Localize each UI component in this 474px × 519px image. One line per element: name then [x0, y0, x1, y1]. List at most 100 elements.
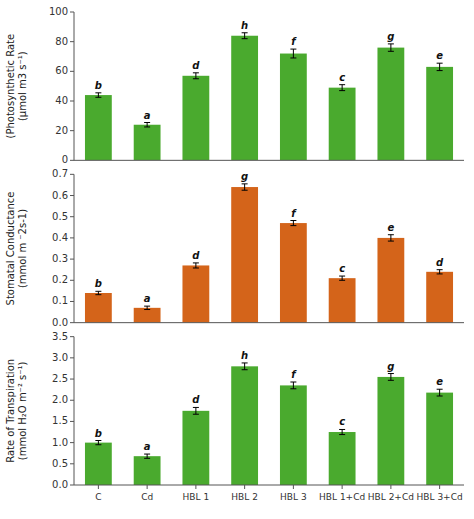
bar	[182, 265, 209, 322]
error-stem	[244, 184, 245, 190]
error-stem	[390, 44, 391, 51]
bar	[134, 125, 161, 161]
bar	[280, 385, 307, 485]
error-cap	[242, 38, 248, 39]
error-stem	[293, 221, 294, 226]
error-bar	[388, 44, 394, 51]
y-axis-label-line: Rate of Transpiration	[5, 359, 16, 463]
error-cap	[437, 389, 443, 390]
x-tick-label: HBL 1	[183, 492, 210, 502]
x-tick-label: HBL 3	[280, 492, 307, 502]
error-cap	[437, 396, 443, 397]
error-stem	[98, 441, 99, 445]
error-bar	[437, 389, 443, 396]
error-cap	[144, 454, 150, 455]
bar	[426, 393, 453, 485]
x-tick-label: HBL 2	[231, 492, 258, 502]
error-cap	[144, 306, 150, 307]
y-tick	[70, 322, 74, 323]
bar	[329, 88, 356, 161]
y-tick	[70, 400, 74, 401]
bar	[426, 272, 453, 323]
error-bar	[95, 441, 101, 445]
x-tick	[147, 485, 148, 489]
annotation: e	[436, 376, 443, 387]
annotation: d	[192, 250, 200, 261]
panel: 0.00.10.20.30.40.50.60.7Stomatal Conduct…	[5, 168, 464, 327]
error-stem	[98, 291, 99, 294]
error-cap	[339, 280, 345, 281]
y-tick-label: 0	[62, 154, 68, 165]
error-cap	[95, 97, 101, 98]
annotation: b	[95, 80, 102, 91]
error-cap	[193, 262, 199, 263]
y-tick	[70, 216, 74, 217]
error-stem	[98, 93, 99, 97]
y-tick-label: 0.5	[52, 211, 68, 222]
y-axis-label-line: Stomatal Conductance	[5, 192, 16, 306]
y-axis	[74, 174, 75, 322]
error-cap	[290, 57, 296, 58]
bar	[329, 278, 356, 323]
error-bar	[193, 263, 199, 268]
error-bar	[193, 407, 199, 414]
error-bar	[388, 374, 394, 381]
x-tick	[293, 485, 294, 489]
error-cap	[339, 276, 345, 277]
error-cap	[339, 434, 345, 435]
error-cap	[388, 241, 394, 242]
y-tick-label: 0.0	[52, 479, 68, 490]
error-cap	[388, 234, 394, 235]
y-tick-label: 60	[55, 65, 68, 76]
annotation: b	[95, 278, 102, 289]
annotation: c	[339, 416, 345, 427]
y-tick	[70, 130, 74, 131]
marks	[85, 184, 453, 323]
error-cap	[193, 414, 199, 415]
x-axis	[74, 322, 464, 323]
error-cap	[193, 267, 199, 268]
bar	[85, 443, 112, 485]
bar	[377, 48, 404, 161]
y-tick-label: 1.5	[52, 415, 68, 426]
error-cap	[144, 458, 150, 459]
error-cap	[339, 84, 345, 85]
y-tick	[70, 442, 74, 443]
error-stem	[439, 63, 440, 70]
y-tick	[70, 259, 74, 260]
x-tick	[342, 485, 343, 489]
y-tick	[70, 41, 74, 42]
x-axis	[74, 160, 464, 161]
error-bar	[95, 93, 101, 97]
error-bar	[339, 429, 345, 434]
error-bar	[242, 33, 248, 39]
error-stem	[293, 49, 294, 58]
y-axis-label-line: (mmol m ⁻2s-1)	[17, 209, 28, 288]
error-stem	[244, 33, 245, 39]
annotation: a	[144, 110, 151, 121]
error-stem	[390, 374, 391, 381]
annotation: h	[241, 20, 248, 31]
error-bar	[144, 306, 150, 309]
bar	[280, 54, 307, 161]
y-tick-label: 0.1	[52, 295, 68, 306]
error-cap	[193, 78, 199, 79]
annotation: g	[241, 171, 248, 182]
error-bar	[144, 454, 150, 458]
error-cap	[193, 407, 199, 408]
y-axis	[74, 337, 75, 485]
annotation: d	[192, 60, 200, 71]
bar	[182, 76, 209, 161]
error-bar	[339, 85, 345, 91]
y-tick	[70, 357, 74, 358]
y-tick-label: 80	[55, 36, 68, 47]
y-tick-label: 100	[49, 6, 68, 17]
bar	[377, 377, 404, 485]
y-tick	[70, 71, 74, 72]
x-tick	[244, 485, 245, 489]
bar	[231, 366, 258, 485]
y-axis	[74, 12, 75, 160]
annotation: g	[387, 31, 394, 42]
error-cap	[388, 380, 394, 381]
y-tick-label: 3.0	[52, 352, 68, 363]
